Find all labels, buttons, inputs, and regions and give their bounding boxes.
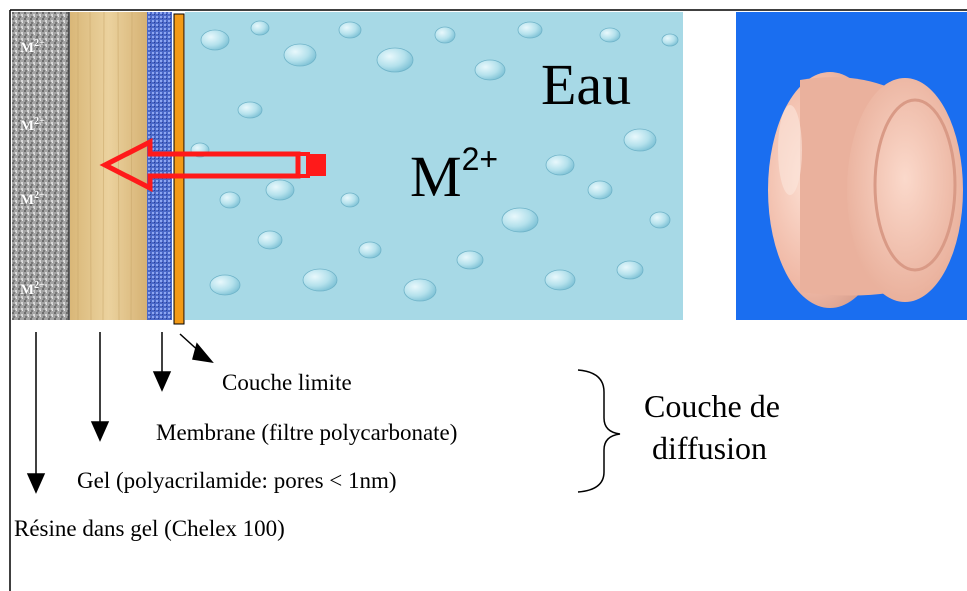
boundary-layer — [173, 13, 185, 325]
diffusion-arrow — [99, 137, 326, 193]
water-label: Eau — [541, 52, 632, 117]
dgt-device-photo — [768, 72, 963, 308]
boundary-pointer-head — [192, 342, 214, 364]
resin-ion-2: M2+ — [20, 116, 45, 134]
resin-pointer-head — [26, 473, 46, 494]
gel-pointer-head — [90, 421, 110, 442]
boundary-layer-label: Couche limite — [222, 370, 352, 395]
membrane-layer — [147, 12, 172, 320]
water-region — [185, 12, 683, 320]
membrane-label: Membrane (filtre polycarbonate) — [156, 420, 458, 445]
resin-layer — [12, 12, 69, 320]
diffusion-layer-label-line2: diffusion — [652, 430, 767, 466]
resin-ion-4: M2+ — [20, 280, 45, 298]
water-ion-charge: 2+ — [461, 141, 499, 177]
pointer-arrows — [26, 332, 214, 494]
water-ion-base: M — [410, 144, 462, 209]
diffusion-brace — [577, 369, 621, 493]
resin-label: Résine dans gel (Chelex 100) — [14, 516, 285, 541]
resin-ion-1: M2+ — [20, 38, 45, 56]
diffusion-layer-label-line1: Couche de — [644, 388, 780, 424]
membrane-pointer-head — [152, 371, 172, 392]
gel-label: Gel (polyacrilamide: pores < 1nm) — [77, 468, 397, 493]
resin-ion-3: M2+ — [20, 190, 45, 208]
water-droplets — [190, 20, 679, 302]
water-ion: M2+ — [410, 143, 498, 206]
